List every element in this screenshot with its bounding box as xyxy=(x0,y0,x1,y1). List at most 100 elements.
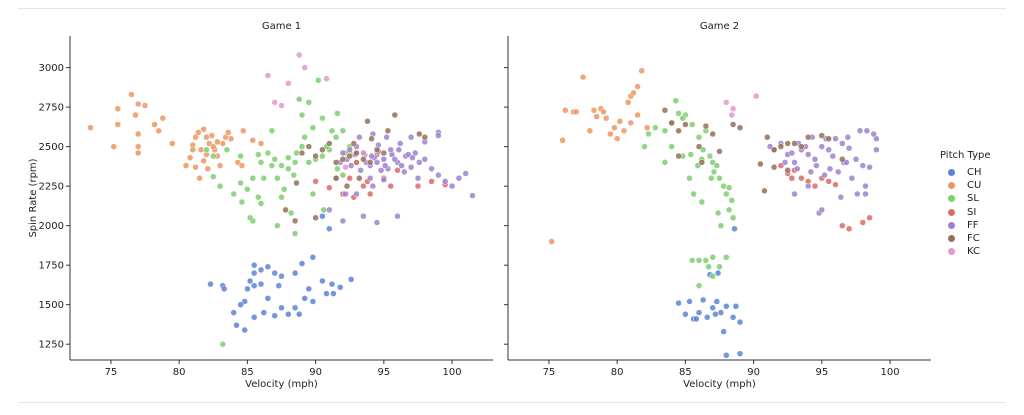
data-point-cu xyxy=(186,154,194,161)
data-point-cu xyxy=(214,138,221,146)
data-point-fc xyxy=(373,146,381,154)
data-point-sl xyxy=(688,121,696,128)
data-point-sl xyxy=(257,159,265,166)
data-point-ff xyxy=(866,163,873,171)
data-point-ch xyxy=(250,261,258,269)
data-point-cu xyxy=(240,127,247,135)
data-point-ch xyxy=(309,298,317,305)
x-tick-label: 80 xyxy=(611,367,624,378)
data-point-ff xyxy=(373,159,381,166)
data-point-sl xyxy=(717,222,725,229)
data-point-ff xyxy=(818,206,826,214)
top-border xyxy=(18,8,1006,9)
data-point-kc xyxy=(301,64,308,71)
data-point-fc xyxy=(380,149,388,157)
data-point-sl xyxy=(319,152,326,160)
data-point-kc xyxy=(753,92,760,100)
data-point-ch xyxy=(713,298,721,305)
data-point-fc xyxy=(736,124,744,131)
data-point-ff xyxy=(852,156,860,163)
data-point-ff xyxy=(791,159,798,166)
data-point-fc xyxy=(343,182,351,190)
data-point-kc xyxy=(729,105,737,112)
data-point-fc xyxy=(839,156,846,163)
data-point-cu xyxy=(559,137,566,144)
data-point-sl xyxy=(705,263,712,271)
data-point-sl xyxy=(686,174,693,182)
data-point-si xyxy=(387,182,394,190)
data-point-fc xyxy=(818,132,826,139)
data-point-ch xyxy=(301,295,308,302)
data-point-sl xyxy=(287,209,295,217)
data-point-si xyxy=(832,181,839,188)
data-point-ch xyxy=(271,312,278,319)
data-point-sl xyxy=(716,174,723,182)
data-point-ff xyxy=(781,159,789,166)
data-point-fc xyxy=(353,149,360,157)
data-point-fc xyxy=(416,130,423,138)
data-point-ch xyxy=(319,277,326,285)
data-point-sl xyxy=(260,174,268,182)
data-point-fc xyxy=(682,121,689,128)
data-point-ff xyxy=(369,182,377,190)
data-point-fc xyxy=(675,127,682,135)
data-point-sl xyxy=(672,97,680,105)
data-point-sl xyxy=(709,272,716,280)
data-point-ch xyxy=(305,285,313,293)
data-point-sl xyxy=(210,152,217,160)
data-point-sl xyxy=(728,197,736,204)
data-point-ff xyxy=(356,133,363,141)
data-point-fc xyxy=(761,187,768,195)
data-point-ch xyxy=(241,326,248,334)
x-tick-label: 85 xyxy=(241,367,254,378)
data-point-ch xyxy=(264,295,272,302)
bottom-border xyxy=(18,402,1006,403)
legend-swatch xyxy=(948,169,955,177)
data-point-ch xyxy=(264,263,272,271)
data-point-ch xyxy=(271,269,278,277)
data-point-ff xyxy=(825,146,832,154)
y-tick-label: 2000 xyxy=(39,221,64,232)
data-point-ff xyxy=(804,182,812,190)
data-point-si xyxy=(845,225,853,233)
data-point-ff xyxy=(428,165,435,173)
data-point-cu xyxy=(613,135,621,142)
data-point-sl xyxy=(695,257,703,264)
data-point-ff xyxy=(435,171,442,179)
data-point-sl xyxy=(255,151,262,158)
data-point-sl xyxy=(720,182,727,190)
data-point-sl xyxy=(695,133,703,141)
data-point-fc xyxy=(784,140,791,147)
data-point-cu xyxy=(643,124,651,131)
data-point-ch xyxy=(336,284,344,291)
legend-item-ff: FF xyxy=(940,219,1020,232)
data-point-ff xyxy=(326,206,333,214)
data-point-sl xyxy=(679,114,686,122)
data-point-fc xyxy=(360,156,367,163)
data-point-fc xyxy=(661,107,669,114)
data-point-ff xyxy=(353,190,360,198)
legend-label: SI xyxy=(967,206,977,218)
data-point-ff xyxy=(856,127,864,135)
data-point-cu xyxy=(114,121,122,128)
data-point-kc xyxy=(278,102,285,109)
data-point-sl xyxy=(725,206,733,214)
data-point-sl xyxy=(203,146,210,154)
data-point-cu xyxy=(602,114,610,122)
data-point-sl xyxy=(729,214,737,222)
data-point-kc xyxy=(264,72,272,79)
data-point-fc xyxy=(825,135,832,142)
data-point-si xyxy=(326,184,333,191)
data-point-ch xyxy=(237,301,244,308)
data-point-ff xyxy=(395,146,403,154)
data-point-sl xyxy=(257,200,265,207)
data-point-sl xyxy=(237,179,244,187)
data-point-fc xyxy=(757,160,764,168)
legend: Pitch Type CH CU SL SI FF FC KC xyxy=(940,150,1020,258)
data-point-fc xyxy=(729,121,737,128)
data-point-ff xyxy=(859,162,867,169)
legend-label: SL xyxy=(967,193,979,205)
y-tick-label: 1250 xyxy=(39,340,64,351)
data-point-sl xyxy=(652,124,659,131)
data-point-ch xyxy=(717,309,725,316)
